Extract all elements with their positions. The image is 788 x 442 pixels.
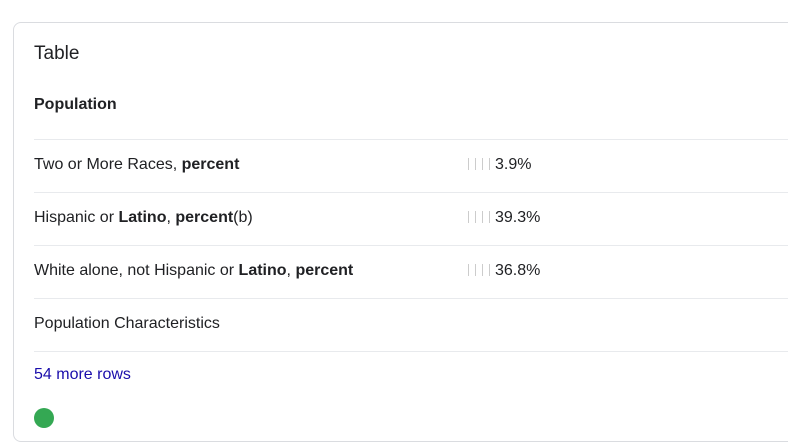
label-part: White alone, not Hispanic or: [34, 262, 239, 279]
row-label: White alone, not Hispanic or Latino, per…: [34, 262, 353, 280]
separator: [34, 351, 788, 352]
row-value: 39.3%: [460, 202, 580, 227]
section-heading: Population: [34, 96, 117, 113]
row-label: Two or More Races, percent: [34, 156, 239, 174]
row-value: 3.9%: [465, 156, 531, 174]
label-part: Hispanic or: [34, 209, 119, 226]
card-title: Table: [34, 43, 80, 64]
label-part: Latino: [118, 209, 167, 226]
value-text: 3.9%: [495, 156, 532, 173]
value-text: 36.8%: [495, 262, 541, 279]
label-part: percent: [175, 209, 234, 226]
page: Table Population Two or More Races, perc…: [13, 22, 788, 442]
label-part: Population Characteristics: [34, 315, 220, 332]
table-row: Two or More Races, percent 3.9%: [34, 139, 788, 193]
more-rows-link[interactable]: 54 more rows: [34, 366, 131, 383]
icon: [34, 408, 54, 428]
label-part: Latino: [238, 262, 287, 279]
row-value: 36.8%: [465, 262, 540, 280]
bar-icon: [465, 211, 493, 223]
label-part: (b): [233, 209, 253, 226]
row-label: Population Characteristics: [34, 315, 220, 333]
bar-icon: [465, 158, 493, 170]
value-text: 39.3%: [495, 209, 541, 226]
label-part: Two or More Races,: [34, 156, 182, 173]
label-part: percent: [295, 262, 354, 279]
label-part: percent: [181, 156, 240, 173]
row-label: Hispanic or Latino, percent(b): [34, 209, 253, 227]
bar-icon: [465, 264, 493, 276]
table-row: Population Characteristics: [34, 298, 788, 352]
table-row: White alone, not Hispanic or Latino, per…: [34, 245, 788, 299]
label-part: ,: [286, 262, 296, 279]
label-part: ,: [166, 209, 176, 226]
table-row: Hispanic or Latino, percent(b) 39.3%: [34, 192, 788, 246]
